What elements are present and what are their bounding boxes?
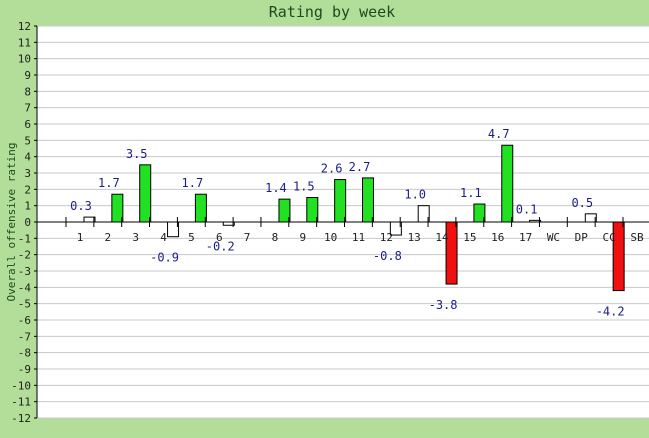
x-tick-label: 2: [105, 231, 112, 244]
y-tick-label: 2: [24, 183, 31, 196]
data-label: -0.2: [206, 239, 235, 253]
y-tick-label: 0: [24, 216, 31, 229]
x-tick-label: 11: [352, 231, 365, 244]
y-tick-labels: 1211109876543210-1-2-3-4-5-6-7-8-9-10-11…: [11, 20, 31, 425]
y-tick-label: -4: [18, 281, 32, 294]
x-tick-label: 10: [324, 231, 337, 244]
y-tick-label: 4: [24, 151, 31, 164]
x-tick-label: 5: [188, 231, 195, 244]
y-tick-label: -7: [18, 330, 31, 343]
x-tick-label: 6: [216, 231, 223, 244]
y-tick-label: 6: [24, 118, 31, 131]
x-tick-label: SB: [630, 231, 644, 244]
x-tick-label: 17: [519, 231, 532, 244]
data-label: 2.6: [321, 162, 343, 176]
x-tick-label: 16: [491, 231, 504, 244]
data-label: -0.8: [373, 249, 402, 263]
y-tick-label: 3: [24, 167, 31, 180]
data-label: 1.0: [404, 188, 426, 202]
y-tick-label: 12: [18, 20, 31, 33]
y-tick-label: 9: [24, 69, 31, 82]
x-tick-label: 9: [299, 231, 306, 244]
bar-week-3: [139, 164, 152, 223]
y-tick-label: -9: [18, 363, 31, 376]
data-label: 4.7: [488, 127, 510, 141]
y-tick-label: -11: [11, 396, 31, 409]
x-tick-label: 15: [463, 231, 476, 244]
bar-week-DP: [584, 213, 597, 223]
y-tick-label: 10: [18, 53, 31, 66]
data-label: -4.2: [596, 305, 625, 319]
y-tick-label: 5: [24, 134, 31, 147]
y-tick-label: -2: [18, 249, 31, 262]
x-tick-label: 1: [77, 231, 84, 244]
data-label: 2.7: [349, 160, 371, 174]
y-tick-label: 7: [24, 102, 31, 115]
data-label: 0.1: [516, 202, 538, 216]
data-label: 0.3: [70, 199, 92, 213]
bar-week-11: [362, 177, 374, 223]
value-labels: 0.3 1.7 3.5 -0.9 1.7 -0.2 1.4 1.5 2.6 2.7 -0.8 1.0 -…: [70, 127, 624, 318]
y-tick-label: -3: [18, 265, 31, 278]
x-tick-labels: 1 2 3 4 5 6 7 8 9 10 11 12 13 14 15 16 17 WC DP CC SB: [77, 231, 644, 244]
x-tick-label: 7: [244, 231, 251, 244]
data-label: 1.7: [182, 176, 204, 190]
y-axis-label: Overall offensive rating: [5, 143, 18, 302]
y-tick-label: 8: [24, 85, 31, 98]
x-tick-label: WC: [547, 231, 560, 244]
data-label: -3.8: [429, 298, 458, 312]
data-label: 1.7: [98, 176, 120, 190]
x-tick-label: CC: [603, 231, 616, 244]
x-tick-label: DP: [575, 231, 589, 244]
data-label: 1.1: [460, 186, 482, 200]
data-label: 3.5: [126, 147, 148, 161]
x-tick-label: 14: [435, 231, 449, 244]
y-tick-label: -10: [11, 379, 31, 392]
y-tick-label: -8: [18, 347, 31, 360]
grid-lines: [34, 25, 649, 419]
x-tick-label: 13: [408, 231, 421, 244]
chart-title: Rating by week: [269, 3, 395, 21]
x-tick-label: 12: [380, 231, 393, 244]
x-tick-label: 8: [272, 231, 279, 244]
y-tick-label: -6: [18, 314, 31, 327]
x-tick-label: 3: [132, 231, 139, 244]
y-tick-label: 1: [24, 200, 31, 213]
bar-week-16: [501, 144, 514, 223]
data-label: 0.5: [571, 196, 593, 210]
y-tick-label: -1: [18, 232, 31, 245]
data-label: -0.9: [150, 251, 179, 265]
data-label: 1.5: [293, 180, 315, 194]
x-tick-label: 4: [160, 231, 167, 244]
bar-week-10: [334, 179, 347, 223]
y-tick-label: 11: [18, 36, 31, 49]
axes: [36, 26, 649, 418]
bars: [83, 144, 625, 292]
y-tick-label: -5: [18, 298, 31, 311]
data-label: 1.4: [265, 181, 287, 195]
y-tick-label: -12: [11, 412, 31, 425]
